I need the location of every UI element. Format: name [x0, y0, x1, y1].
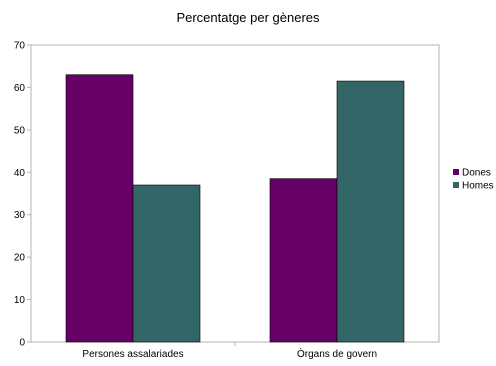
- bar-dones-1: [269, 178, 338, 343]
- y-tick-label: 50: [14, 125, 26, 136]
- plot-area: 0 10 20 30 40 50 60 70 Persones assalariades Òrga…: [14, 41, 440, 360]
- bar-homes-0: [132, 184, 201, 343]
- bar-homes-1: [336, 80, 405, 343]
- y-tick-label: 40: [14, 168, 26, 179]
- legend-label-dones: Dones: [462, 168, 491, 179]
- x-category-label: Persones assalariades: [82, 349, 183, 360]
- legend-swatch-homes: [453, 182, 459, 188]
- chart-title: Percentatge per gèneres: [176, 10, 320, 25]
- x-category-label: Òrgans de govern: [297, 347, 377, 360]
- legend-swatch-dones: [453, 169, 459, 175]
- y-tick-label: 30: [14, 210, 26, 221]
- y-tick-label: 60: [14, 83, 26, 94]
- legend-label-homes: Homes: [462, 181, 494, 192]
- y-tick-label: 70: [14, 41, 26, 52]
- bar-dones-0: [65, 74, 134, 343]
- y-tick-label: 0: [19, 338, 25, 349]
- y-tick-label: 10: [14, 295, 26, 306]
- y-tick-label: 20: [14, 253, 26, 264]
- legend: Dones Homes: [453, 168, 494, 192]
